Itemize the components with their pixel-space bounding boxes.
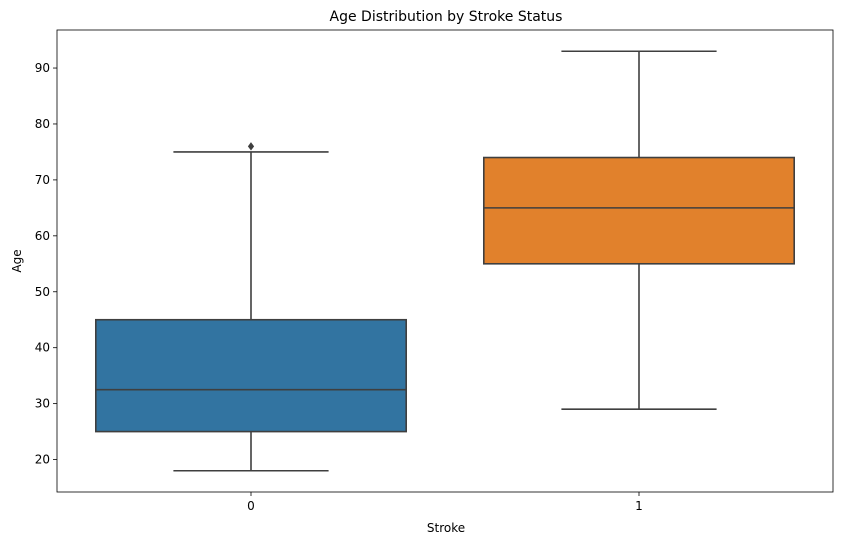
y-tick-label: 80 <box>35 117 50 131</box>
y-tick-label: 60 <box>35 229 50 243</box>
box-0 <box>95 142 407 472</box>
x-axis-label: Stroke <box>427 521 465 535</box>
box-1 <box>482 50 795 411</box>
x-tick-label: 1 <box>635 499 643 513</box>
x-tick-label: 0 <box>247 499 255 513</box>
y-tick-label: 40 <box>35 341 50 355</box>
y-tick-label: 90 <box>35 61 50 75</box>
chart-title: Age Distribution by Stroke Status <box>330 9 563 25</box>
y-tick-label: 50 <box>35 285 50 299</box>
y-axis-label: Age <box>10 249 24 272</box>
outlier-point <box>247 142 255 151</box>
plot-frame <box>56 29 834 493</box>
iqr-box <box>482 156 795 265</box>
iqr-box <box>95 318 407 433</box>
y-tick-label: 30 <box>35 397 50 411</box>
box-series <box>95 50 795 472</box>
y-tick-label: 70 <box>35 173 50 187</box>
y-axis: 20 30 40 50 60 70 80 90 <box>35 61 57 467</box>
y-tick-label: 20 <box>35 453 50 467</box>
